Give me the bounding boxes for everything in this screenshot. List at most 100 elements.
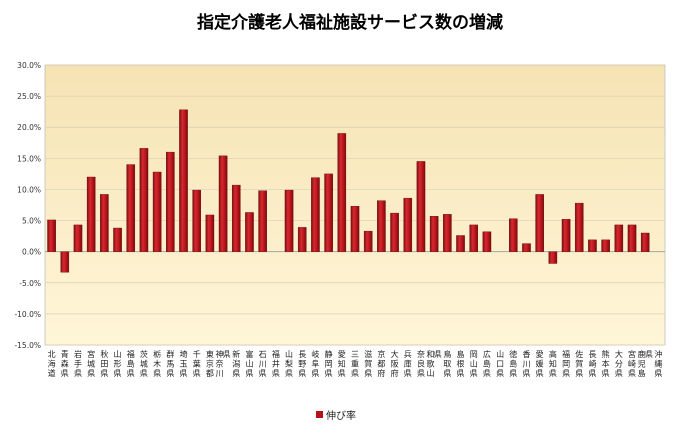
- x-tick-label: 愛知県: [338, 349, 346, 378]
- x-tick-label: 福島県: [127, 350, 135, 378]
- bar: [469, 224, 479, 252]
- x-tick-label: 岡山県: [470, 350, 478, 378]
- bar: [363, 230, 373, 252]
- y-tick-label: 15.0%: [17, 154, 41, 163]
- bar: [377, 200, 386, 252]
- x-tick-label: 岩手県: [74, 349, 82, 378]
- bar: [179, 109, 188, 252]
- x-tick-label: 静岡県: [325, 349, 333, 378]
- bar: [258, 190, 267, 252]
- x-tick-label: 和歌山県: [427, 350, 442, 378]
- x-tick-label: 兵庫県: [404, 349, 412, 378]
- bar: [350, 206, 360, 252]
- bar: [561, 219, 571, 252]
- legend-label: 伸び率: [326, 411, 356, 422]
- bar: [139, 148, 149, 252]
- x-tick-label: 大阪府: [391, 349, 399, 378]
- x-tick-label: 福井県: [272, 350, 280, 378]
- bar: [284, 189, 294, 252]
- bar: [192, 189, 201, 252]
- x-tick-label: 沖縄県: [654, 349, 662, 378]
- bar: [429, 215, 439, 252]
- x-tick-label: 鹿児島県: [638, 349, 653, 378]
- x-tick-label: 徳島県: [509, 349, 517, 378]
- x-tick-label: 滋賀県: [364, 349, 372, 378]
- x-tick-label: 神奈川県: [215, 349, 230, 378]
- x-tick-label: 三重県: [351, 350, 359, 378]
- bar: [627, 224, 637, 252]
- x-tick-label: 福岡県: [562, 350, 570, 378]
- bar: [100, 194, 109, 252]
- bar: [640, 232, 650, 252]
- plot-area: [44, 64, 666, 346]
- x-tick-label: 山梨県: [285, 349, 293, 378]
- y-tick-label: -5.0%: [19, 279, 41, 288]
- y-tick-label: 20.0%: [17, 123, 41, 132]
- x-tick-label: 千葉県: [193, 349, 201, 378]
- bar: [231, 184, 241, 252]
- x-tick-label: 長野県: [298, 350, 306, 378]
- bar: [218, 155, 228, 252]
- x-tick-label: 宮崎県: [628, 349, 636, 378]
- bar: [337, 133, 347, 252]
- y-tick-label: 30.0%: [17, 61, 41, 70]
- x-tick-label: 栃木県: [153, 349, 161, 378]
- bar: [86, 176, 96, 252]
- x-tick-label: 茨城県: [140, 349, 148, 378]
- x-tick-label: 長崎県: [588, 350, 596, 378]
- y-tick-label: 5.0%: [22, 217, 41, 226]
- bar: [482, 231, 492, 252]
- x-tick-label: 奈良県: [417, 349, 425, 378]
- bar: [390, 212, 399, 252]
- x-tick-label: 広島県: [483, 349, 491, 378]
- y-tick-label: 0.0%: [22, 248, 41, 257]
- x-tick-label: 秋田県: [100, 349, 108, 378]
- bar: [311, 177, 320, 252]
- x-tick-label: 青森県: [61, 349, 69, 378]
- x-tick-label: 山形県: [114, 349, 122, 378]
- x-tick-label: 東京都: [206, 349, 214, 378]
- y-tick-label: 25.0%: [17, 92, 41, 101]
- bar: [324, 173, 333, 252]
- bar: [113, 227, 122, 252]
- bar: [456, 235, 465, 252]
- x-tick-label: 群馬県: [166, 349, 174, 378]
- bar: [403, 197, 413, 252]
- bar: [126, 164, 136, 252]
- y-tick-label: 10.0%: [17, 185, 41, 194]
- x-tick-label: 高知県: [549, 349, 557, 378]
- bar: [522, 243, 531, 252]
- bar: [205, 214, 215, 252]
- y-tick-label: -15.0%: [14, 341, 41, 350]
- x-tick-label: 山口県: [496, 349, 504, 378]
- x-tick-label: 香川県: [522, 349, 530, 378]
- x-tick-label: 岐阜県: [311, 349, 319, 378]
- x-tick-label: 北海道: [48, 350, 56, 378]
- x-tick-label: 京都府: [377, 349, 385, 378]
- legend-swatch: [316, 411, 323, 418]
- bar: [601, 239, 610, 252]
- bar: [574, 202, 584, 252]
- bar: [443, 214, 452, 252]
- bar: [152, 171, 162, 252]
- x-tick-label: 熊本県: [602, 349, 610, 378]
- x-tick-label: 大分県: [615, 349, 623, 378]
- bar: [509, 218, 518, 252]
- bar: [297, 227, 307, 252]
- x-tick-label: 宮城県: [87, 349, 95, 378]
- bar: [47, 219, 56, 252]
- bar: [166, 151, 175, 252]
- x-tick-label: 愛媛県: [536, 349, 544, 378]
- bar: [588, 239, 597, 252]
- bar: [245, 212, 254, 252]
- legend: 伸び率: [316, 407, 356, 422]
- x-tick-label: 富山県: [245, 349, 253, 378]
- bar: [614, 224, 624, 252]
- x-tick-label: 新潟県: [232, 349, 240, 378]
- bar: [73, 224, 83, 252]
- y-tick-label: -10.0%: [14, 310, 41, 319]
- bar: [548, 251, 558, 264]
- x-tick-label: 埼玉県: [180, 349, 188, 378]
- x-tick-label: 島根県: [457, 349, 465, 378]
